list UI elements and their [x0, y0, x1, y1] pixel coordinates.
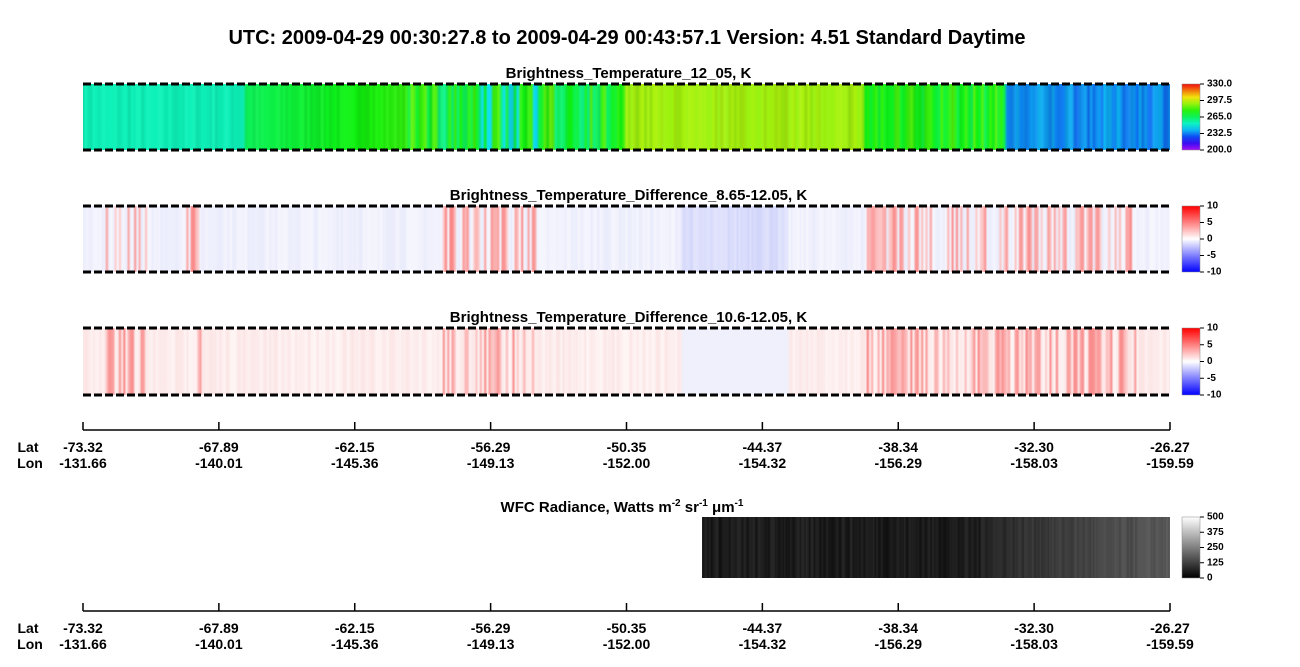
- colorbar-label: 10: [1207, 201, 1219, 212]
- colorbar-label: 265.0: [1207, 112, 1232, 123]
- title-part: sr: [681, 499, 700, 516]
- colorbar-label: 297.5: [1207, 95, 1232, 106]
- lon-label: -152.00: [603, 455, 651, 471]
- lon-label: -159.59: [1146, 455, 1194, 471]
- colorbar-label: 0: [1207, 356, 1213, 367]
- lat-title: Lat: [18, 620, 39, 636]
- lon-label: -149.13: [467, 455, 515, 471]
- lat-label: -67.89: [199, 620, 239, 636]
- title-part: WFC Radiance, Watts m: [501, 499, 672, 516]
- title-part: -1: [699, 498, 708, 509]
- lat-label: -67.89: [199, 439, 239, 455]
- panel-title: Brightness_Temperature_Difference_8.65-1…: [450, 187, 808, 204]
- lon-label: -140.01: [195, 636, 243, 652]
- lon-label: -149.13: [467, 636, 515, 652]
- lon-title: Lon: [17, 455, 43, 471]
- title-part: μm: [708, 499, 735, 516]
- lat-label: -50.35: [607, 620, 647, 636]
- lon-label: -152.00: [603, 636, 651, 652]
- colorbar-label: -5: [1207, 250, 1216, 261]
- lon-label: -154.32: [739, 636, 787, 652]
- lon-label: -156.29: [875, 455, 923, 471]
- lat-label: -26.27: [1150, 439, 1190, 455]
- lat-label: -26.27: [1150, 620, 1190, 636]
- lon-label: -145.36: [331, 636, 379, 652]
- lat-label: -38.34: [878, 439, 918, 455]
- lon-label: -140.01: [195, 455, 243, 471]
- lon-label: -156.29: [875, 636, 923, 652]
- lat-label: -56.29: [471, 439, 511, 455]
- colorbar-label: -5: [1207, 373, 1216, 384]
- colorbar-label: 330.0: [1207, 79, 1232, 90]
- lat-label: -32.30: [1014, 439, 1054, 455]
- colorbar-label: 5: [1207, 339, 1213, 350]
- lon-label: -145.36: [331, 455, 379, 471]
- colorbar: [1181, 516, 1201, 579]
- lat-label: -50.35: [607, 439, 647, 455]
- title-part: -2: [672, 498, 681, 509]
- lat-label: -44.37: [743, 620, 783, 636]
- lon-label: -158.03: [1010, 455, 1058, 471]
- heatmap: [83, 84, 1170, 150]
- colorbar-label: 200.0: [1207, 145, 1232, 156]
- title-part: -1: [735, 498, 744, 509]
- colorbar-label: -10: [1207, 390, 1222, 401]
- lon-label: -159.59: [1146, 636, 1194, 652]
- lat-label: -38.34: [878, 620, 918, 636]
- page-title: UTC: 2009-04-29 00:30:27.8 to 2009-04-29…: [228, 27, 1025, 49]
- lat-label: -56.29: [471, 620, 511, 636]
- heatmap: [83, 206, 1170, 272]
- lat-label: -32.30: [1014, 620, 1054, 636]
- colorbar-label: 250: [1207, 542, 1224, 553]
- colorbar: [1181, 205, 1201, 273]
- heatmap: [83, 328, 1170, 395]
- colorbar: [1181, 327, 1201, 396]
- colorbar-label: 0: [1207, 573, 1213, 584]
- lon-label: -154.32: [739, 455, 787, 471]
- lon-label: -131.66: [59, 636, 107, 652]
- panel-title: Brightness_Temperature_12_05, K: [506, 65, 752, 82]
- colorbar-label: 125: [1207, 557, 1224, 568]
- colorbar-label: 5: [1207, 217, 1213, 228]
- colorbar: [1181, 83, 1201, 151]
- colorbar-label: 500: [1207, 512, 1224, 523]
- colorbar-label: 232.5: [1207, 128, 1232, 139]
- lat-title: Lat: [18, 439, 39, 455]
- colorbar-label: 375: [1207, 527, 1224, 538]
- lon-label: -158.03: [1010, 636, 1058, 652]
- panel-title: Brightness_Temperature_Difference_10.6-1…: [450, 309, 808, 326]
- colorbar-label: -10: [1207, 267, 1222, 278]
- heatmap: [702, 517, 1170, 578]
- lat-label: -62.15: [335, 620, 375, 636]
- lat-label: -73.32: [63, 620, 103, 636]
- colorbar-label: 10: [1207, 323, 1219, 334]
- lat-label: -62.15: [335, 439, 375, 455]
- colorbar-label: 0: [1207, 234, 1213, 245]
- lon-title: Lon: [17, 636, 43, 652]
- lon-label: -131.66: [59, 455, 107, 471]
- lat-label: -44.37: [743, 439, 783, 455]
- panel-title: WFC Radiance, Watts m-2 sr-1 μm-1: [501, 498, 744, 516]
- lat-label: -73.32: [63, 439, 103, 455]
